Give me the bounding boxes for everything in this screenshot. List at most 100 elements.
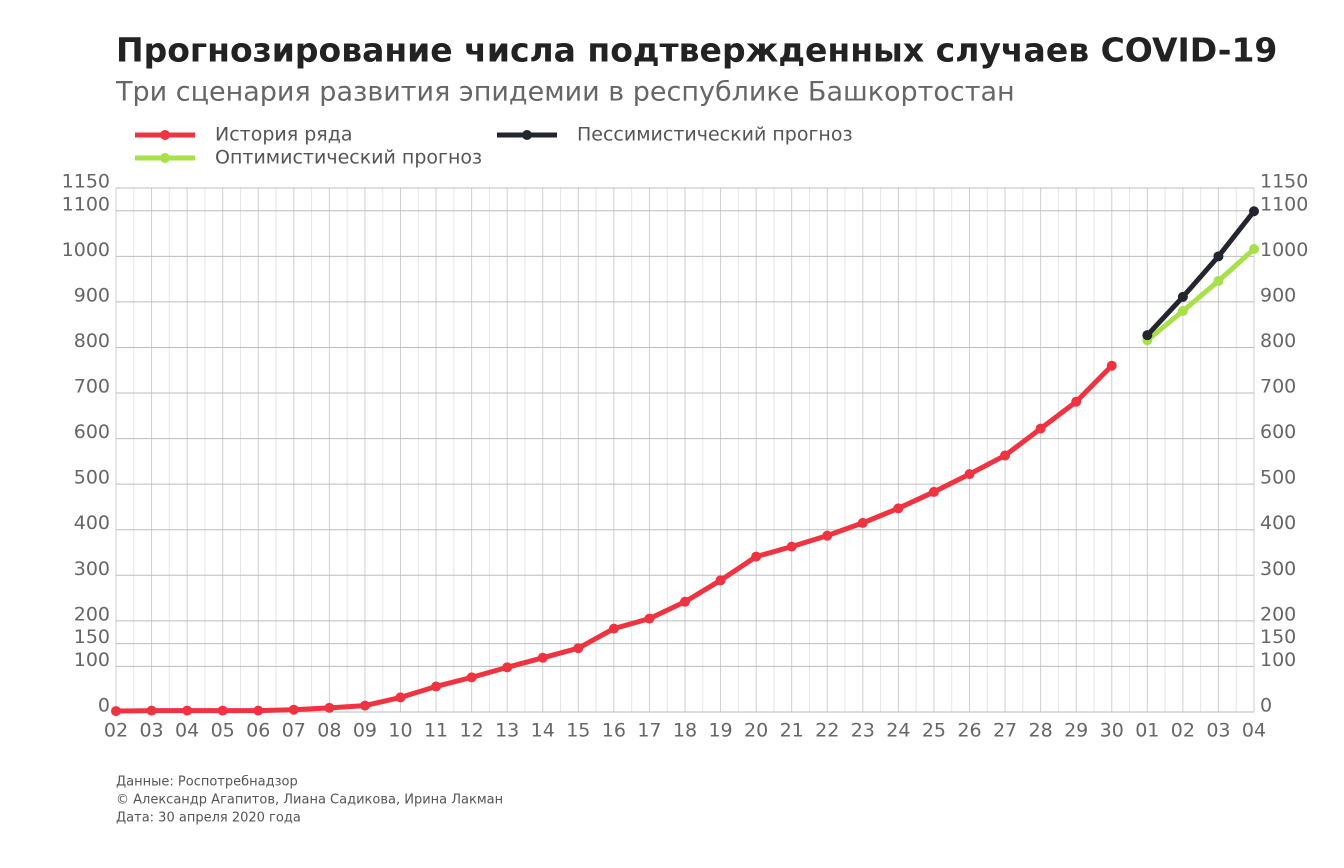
data-point bbox=[537, 652, 548, 663]
data-point bbox=[217, 705, 228, 716]
y2-tick-label: 700 bbox=[1260, 376, 1296, 398]
y-tick-label: 900 bbox=[74, 284, 110, 306]
data-point bbox=[359, 700, 370, 711]
y-tick-label: 200 bbox=[74, 603, 110, 625]
legend-label: Оптимистический прогноз bbox=[215, 147, 482, 169]
x-tick-label: 30 bbox=[1100, 720, 1124, 742]
x-tick-label: 04 bbox=[175, 720, 199, 742]
data-point bbox=[893, 503, 904, 514]
x-tick-label: 11 bbox=[424, 720, 448, 742]
x-tick-label: 19 bbox=[708, 720, 732, 742]
y-tick-label: 700 bbox=[74, 376, 110, 398]
x-tick-label: 15 bbox=[566, 720, 590, 742]
x-tick-label: 01 bbox=[1135, 720, 1159, 742]
data-point bbox=[573, 643, 584, 654]
data-point bbox=[111, 706, 121, 717]
legend-dot bbox=[160, 130, 170, 140]
x-tick-label: 02 bbox=[1171, 720, 1195, 742]
x-tick-label: 29 bbox=[1064, 720, 1088, 742]
x-tick-label: 06 bbox=[246, 720, 270, 742]
x-tick-label: 04 bbox=[1242, 720, 1266, 742]
y2-tick-label: 150 bbox=[1260, 626, 1296, 648]
data-point bbox=[822, 530, 833, 541]
y-tick-label: 1100 bbox=[62, 193, 110, 215]
chart-title: Прогнозирование числа подтвержденных слу… bbox=[116, 31, 1277, 70]
note: Дата: 30 апреля 2020 года bbox=[116, 811, 301, 826]
y-tick-label: 400 bbox=[74, 512, 110, 534]
data-point bbox=[751, 551, 762, 562]
x-tick-label: 10 bbox=[388, 720, 412, 742]
data-point bbox=[1071, 396, 1082, 407]
y2-tick-label: 100 bbox=[1260, 649, 1296, 671]
data-point bbox=[786, 541, 797, 552]
data-point bbox=[1213, 251, 1224, 262]
data-point bbox=[928, 486, 939, 497]
data-point bbox=[964, 469, 975, 480]
data-point bbox=[1177, 291, 1188, 302]
x-tick-label: 18 bbox=[673, 720, 697, 742]
data-point bbox=[1142, 330, 1153, 341]
legend-dot bbox=[522, 130, 532, 140]
x-tick-label: 05 bbox=[211, 720, 235, 742]
x-tick-label: 03 bbox=[139, 720, 163, 742]
legend-dot bbox=[160, 153, 170, 163]
data-point bbox=[1035, 423, 1046, 434]
x-tick-label: 26 bbox=[957, 720, 981, 742]
y-tick-label: 100 bbox=[74, 649, 110, 671]
x-tick-label: 08 bbox=[317, 720, 341, 742]
data-point bbox=[288, 704, 299, 715]
data-point bbox=[1249, 206, 1259, 217]
data-point bbox=[182, 705, 193, 716]
y2-tick-label: 900 bbox=[1260, 284, 1296, 306]
series-line bbox=[1145, 209, 1256, 337]
data-point bbox=[1213, 275, 1224, 286]
data-point bbox=[146, 705, 157, 716]
y2-tick-label: 1100 bbox=[1260, 193, 1308, 215]
data-point bbox=[431, 681, 442, 692]
x-tick-label: 17 bbox=[637, 720, 661, 742]
x-tick-label: 27 bbox=[993, 720, 1017, 742]
data-point bbox=[1177, 306, 1188, 317]
x-tick-label: 24 bbox=[886, 720, 910, 742]
data-point bbox=[1000, 450, 1011, 461]
y-tick-label: 0 bbox=[98, 695, 110, 717]
y-tick-label: 150 bbox=[74, 626, 110, 648]
y2-tick-label: 300 bbox=[1260, 558, 1296, 580]
data-point bbox=[253, 705, 264, 716]
y2-tick-label: 200 bbox=[1260, 603, 1296, 625]
x-tick-label: 02 bbox=[104, 720, 128, 742]
data-point bbox=[644, 613, 655, 624]
note: © Александр Агапитов, Лиана Садикова, Ир… bbox=[116, 793, 503, 808]
y-tick-label: 300 bbox=[74, 558, 110, 580]
data-point bbox=[395, 692, 406, 703]
y2-tick-label: 600 bbox=[1260, 421, 1296, 443]
data-point bbox=[680, 596, 690, 607]
chart-subtitle: Три сценария развития эпидемии в республ… bbox=[115, 77, 1015, 108]
x-tick-label: 23 bbox=[851, 720, 875, 742]
data-point bbox=[1106, 360, 1117, 371]
x-tick-label: 25 bbox=[922, 720, 946, 742]
y2-tick-label: 800 bbox=[1260, 330, 1296, 352]
data-point bbox=[715, 575, 726, 586]
series-line bbox=[1145, 247, 1256, 343]
legend-label: Пессимистический прогноз bbox=[577, 124, 853, 146]
y-tick-label: 1150 bbox=[62, 171, 110, 193]
legend-label: История ряда bbox=[215, 124, 353, 146]
x-tick-label: 21 bbox=[780, 720, 804, 742]
y-tick-label: 800 bbox=[74, 330, 110, 352]
y-tick-label: 600 bbox=[74, 421, 110, 443]
y2-tick-label: 400 bbox=[1260, 512, 1296, 534]
x-tick-label: 14 bbox=[531, 720, 555, 742]
data-point bbox=[466, 672, 477, 683]
y2-tick-label: 1150 bbox=[1260, 171, 1308, 193]
data-point bbox=[857, 517, 868, 528]
data-point bbox=[502, 662, 513, 673]
x-tick-label: 12 bbox=[460, 720, 484, 742]
y2-tick-label: 1000 bbox=[1260, 239, 1308, 261]
x-tick-label: 03 bbox=[1206, 720, 1230, 742]
x-tick-label: 28 bbox=[1029, 720, 1053, 742]
data-point bbox=[1249, 244, 1259, 255]
y-tick-label: 1000 bbox=[62, 239, 110, 261]
y-tick-label: 500 bbox=[74, 467, 110, 489]
